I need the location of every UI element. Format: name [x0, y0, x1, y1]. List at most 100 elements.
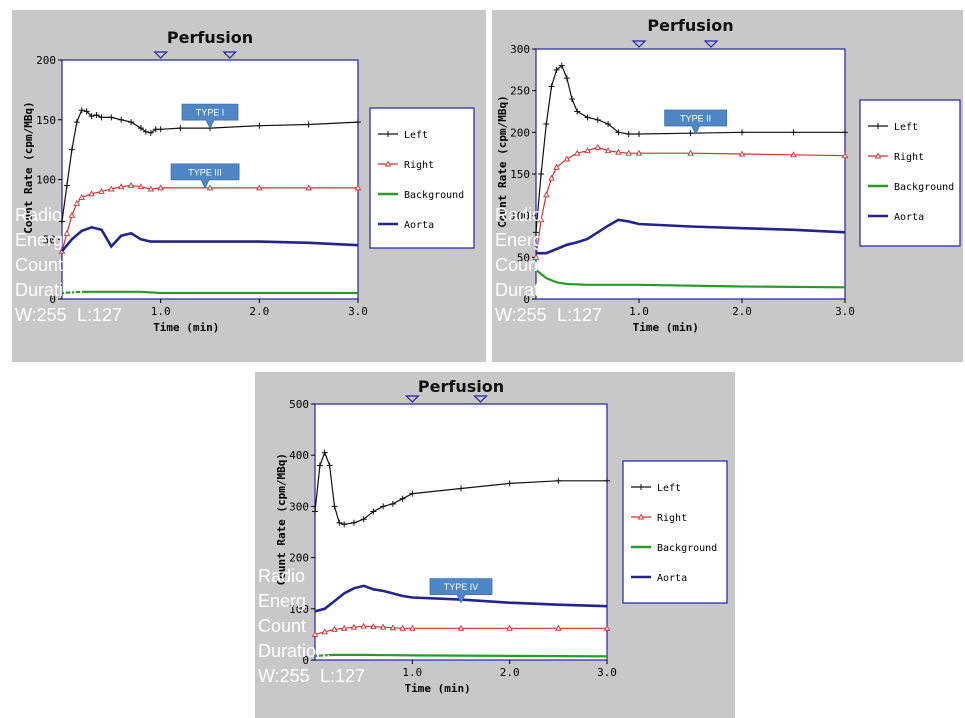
data-point-right	[157, 184, 164, 191]
data-point-right	[603, 624, 611, 631]
data-point-left	[370, 508, 377, 515]
legend-marker-icon	[638, 484, 644, 490]
data-point-left	[615, 129, 622, 136]
data-point-left	[605, 121, 612, 127]
data-point-right	[321, 628, 328, 635]
data-point-left	[409, 490, 416, 497]
data-point-left	[88, 113, 95, 120]
legend-label-aorta: Aorta	[894, 212, 924, 223]
x-axis-label: Time (min)	[153, 321, 219, 334]
data-point-right	[548, 174, 555, 181]
data-point-left	[108, 114, 115, 121]
phase-marker-top-icon	[703, 40, 719, 48]
overlay-text-line: Duration:	[258, 641, 331, 661]
chart-title: Perfusion	[167, 28, 253, 47]
data-point-right	[506, 624, 513, 631]
data-point-left	[739, 129, 745, 136]
overlay-window-text: W:255	[495, 305, 547, 325]
data-point-right	[73, 199, 81, 206]
data-point-right	[88, 190, 95, 197]
data-point-left	[142, 128, 149, 135]
x-tick-label: 3.0	[835, 305, 855, 318]
legend-box	[369, 107, 475, 249]
data-point-left	[548, 83, 555, 90]
y-axis-label: Count Rate (cpm/MBq)	[496, 95, 509, 227]
data-point-right	[331, 625, 338, 632]
series-line-background	[61, 290, 358, 295]
data-point-right	[615, 148, 622, 155]
legend-label-left: Left	[657, 483, 681, 494]
legend-box	[622, 460, 728, 604]
callout-shape	[429, 578, 493, 604]
overlay-text-line: Duration:	[495, 280, 568, 300]
data-point-right	[360, 622, 367, 629]
data-point-left	[636, 131, 642, 137]
data-point-left	[128, 119, 135, 126]
legend-label-left: Left	[404, 130, 428, 141]
data-point-right	[738, 150, 746, 157]
data-point-left	[355, 119, 361, 126]
legend-label-background: Background	[894, 182, 954, 193]
data-point-left	[336, 519, 343, 526]
callout-text: TYPE II	[680, 114, 711, 124]
data-point-left	[625, 131, 632, 137]
y-tick-label: 0	[49, 293, 56, 306]
overlay-text-line: Count	[495, 255, 543, 275]
data-point-left	[326, 462, 333, 469]
data-point-left	[350, 519, 357, 526]
y-tick-label: 100	[36, 174, 56, 187]
data-point-left	[604, 477, 610, 484]
legend-box	[859, 99, 961, 247]
chart-title: Perfusion	[418, 377, 504, 396]
data-point-right	[379, 623, 387, 630]
x-tick-label: 1.0	[629, 305, 649, 318]
data-point-right	[532, 253, 540, 260]
data-point-left	[538, 171, 545, 177]
y-tick-label: 150	[36, 114, 56, 127]
data-point-right	[256, 184, 263, 191]
y-tick-label: 200	[510, 126, 530, 139]
data-point-left	[73, 119, 80, 126]
data-point-right	[78, 193, 85, 200]
plot-area	[314, 403, 608, 661]
data-point-left	[68, 146, 75, 153]
x-axis-label: Time (min)	[633, 321, 699, 334]
data-point-right	[563, 155, 571, 162]
data-point-left	[574, 108, 581, 115]
data-point-right	[98, 188, 105, 194]
data-point-left	[569, 96, 576, 102]
x-tick-label: 3.0	[348, 305, 368, 318]
chart-panel-type-4: Perfusion 0 100 200 300 400 500 1.0 2.0 3.0 Time (…	[255, 372, 735, 718]
data-point-left	[78, 107, 85, 114]
x-tick-label: 1.0	[402, 666, 422, 679]
y-tick-label: 150	[510, 168, 530, 181]
legend-label-background: Background	[657, 543, 717, 554]
data-point-left	[563, 75, 570, 82]
y-axis-label: Count Rate (cpm/MBq)	[22, 101, 35, 233]
series-line-aorta	[314, 584, 608, 613]
callout-text: TYPE III	[188, 167, 222, 177]
data-point-right	[573, 149, 581, 156]
y-tick-label: 0	[523, 293, 530, 306]
chart-svg-type-1-3: Perfusion 0 50 100 150 200 1.0 2.0 3.0 Time (min)…	[15, 28, 475, 334]
overlay-text-line: Energ	[15, 230, 63, 250]
data-point-right	[117, 183, 125, 190]
data-point-right	[625, 149, 632, 156]
data-point-left	[543, 121, 550, 127]
overlay-text-line: Duration:	[15, 280, 88, 300]
data-point-right	[206, 184, 214, 191]
data-point-left	[399, 495, 406, 502]
legend-label-left: Left	[894, 122, 918, 133]
callout-shape	[181, 103, 239, 130]
chart-svg-type-2: Perfusion 0 50 100 150 200 250 300 1.0 2.0 3.0 Time…	[495, 16, 961, 334]
data-point-left	[555, 477, 562, 484]
data-point-right	[137, 183, 145, 190]
chart-title: Perfusion	[647, 16, 733, 35]
overlay-level-text: L:127	[77, 305, 122, 325]
overlay-level-text: L:127	[320, 666, 365, 686]
data-point-left	[380, 503, 387, 510]
legend-marker-icon	[874, 152, 882, 159]
data-point-right	[311, 630, 319, 637]
data-point-right	[604, 147, 612, 154]
y-tick-label: 250	[510, 85, 530, 98]
